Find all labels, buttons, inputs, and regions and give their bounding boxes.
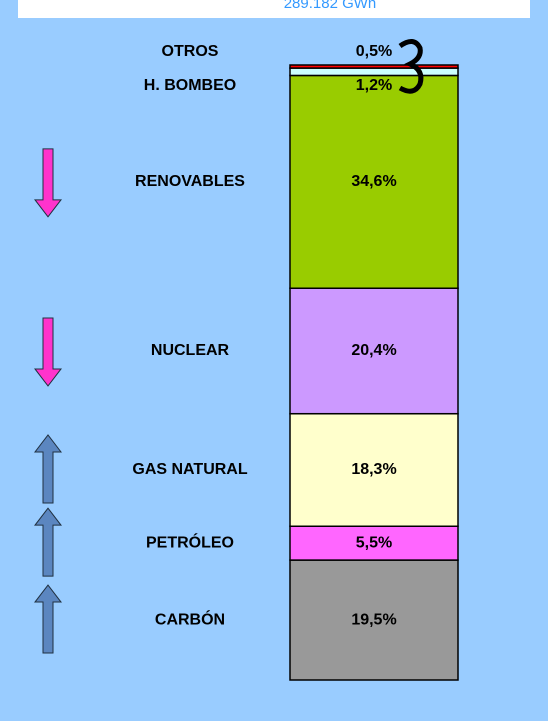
subtitle: 289.182 GWh [284,0,377,12]
segment-label: NUCLEAR [151,342,230,359]
segment-label: CARBÓN [155,609,225,628]
bar-segment [289,412,459,527]
header-box [18,0,530,18]
value-label: 20,4% [351,342,396,359]
value-label: 1,2% [356,77,392,94]
value-label: 18,3% [351,461,396,478]
segment-label: RENOVABLES [135,173,245,190]
brace [398,39,424,94]
bar-segment [289,74,459,289]
trend-arrow [33,317,63,387]
value-label: 34,6% [351,173,396,190]
segment-label: H. BOMBEO [144,77,236,94]
trend-arrow [33,507,63,577]
segment-label: OTROS [162,43,219,60]
trend-arrow [33,584,63,654]
bar-segment [289,67,459,77]
trend-arrow [33,434,63,504]
segment-label: PETRÓLEO [146,532,234,551]
trend-arrow [33,148,63,218]
value-label: 5,5% [356,534,392,551]
segment-label: GAS NATURAL [132,461,247,478]
value-label: 0,5% [356,43,392,60]
bar-segment [289,559,459,681]
bar-segment [289,64,459,69]
value-label: 19,5% [351,611,396,628]
